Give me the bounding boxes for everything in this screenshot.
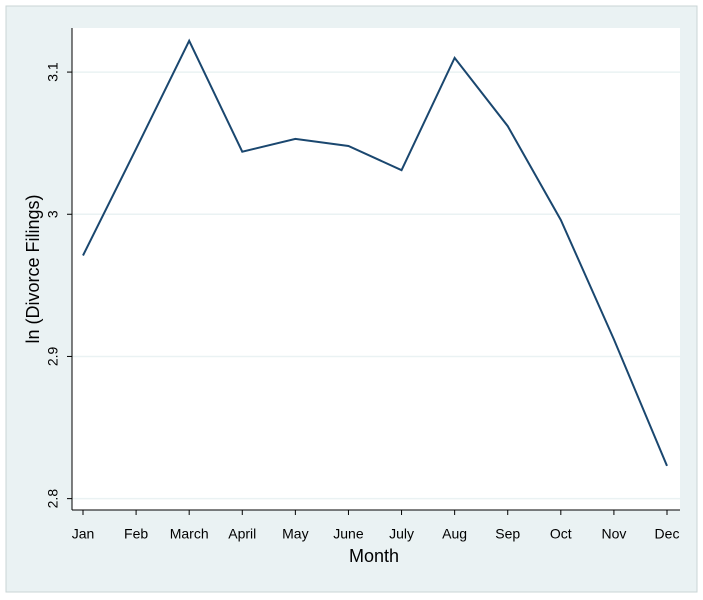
- y-tick-label: 3.1: [45, 62, 61, 82]
- x-tick-label: Sep: [495, 526, 520, 542]
- x-tick-label: Oct: [550, 526, 572, 542]
- y-tick-label: 2.8: [45, 489, 61, 509]
- x-tick-label: March: [170, 526, 209, 542]
- x-tick-label: July: [389, 526, 414, 542]
- y-tick-label: 2.9: [45, 347, 61, 367]
- x-tick-label: Jan: [72, 526, 95, 542]
- data-line: [82, 38, 668, 467]
- x-tick-label: April: [228, 526, 256, 542]
- x-axis-title: Month: [349, 546, 399, 566]
- x-tick-label: Dec: [655, 526, 680, 542]
- x-tick-label: May: [282, 526, 308, 542]
- y-axis-title: ln (Divorce Filings): [23, 194, 43, 343]
- plot-area: [72, 28, 680, 510]
- x-tick-label: June: [333, 526, 364, 542]
- x-tick-label: Nov: [601, 526, 626, 542]
- y-tick-label: 3: [45, 210, 61, 218]
- x-tick-label: Aug: [442, 526, 467, 542]
- x-tick-label: Feb: [124, 526, 148, 542]
